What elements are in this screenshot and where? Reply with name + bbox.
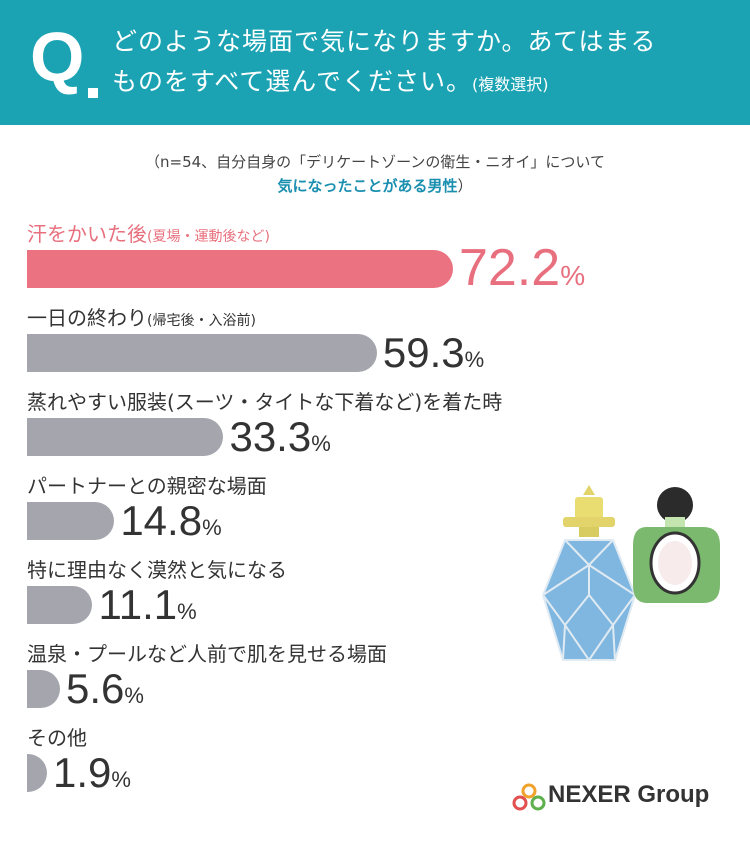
question-line-1: どのような場面で気になりますか。あてはまる	[112, 27, 657, 56]
category-name: 汗をかいた後	[27, 222, 147, 246]
value-number: 14.8	[120, 497, 203, 544]
value-label: 59.3%	[383, 332, 484, 374]
value-unit: %	[311, 431, 331, 456]
nexer-logo-icon	[512, 783, 546, 811]
bar	[27, 334, 377, 372]
value-number: 33.3	[229, 413, 312, 460]
category-label: 特に理由なく漠然と気になる	[27, 554, 287, 583]
bar	[27, 250, 453, 288]
value-label: 14.8%	[120, 500, 221, 542]
value-number: 5.6	[66, 665, 125, 712]
sample-note-line-1: （n=54、自分自身の「デリケートゾーンの衛生・ニオイ」について	[145, 153, 605, 171]
question-line-2: ものをすべて選んでください。(複数選択)	[112, 62, 737, 105]
category-name: 蒸れやすい服装(スーツ・タイトな下着など)を着た時	[27, 390, 503, 414]
category-name: 温泉・プールなど人前で肌を見せる場面	[27, 642, 387, 666]
category-name: その他	[27, 726, 87, 750]
question-header: Q どのような場面で気になりますか。あてはまる ものをすべて選んでください。(複…	[0, 0, 750, 125]
value-number: 72.2	[458, 239, 561, 297]
category-label: その他	[27, 722, 87, 751]
value-number: 11.1	[98, 581, 178, 628]
value-unit: %	[177, 599, 197, 624]
value-unit: %	[124, 683, 144, 708]
category-name: 一日の終わり	[27, 306, 147, 330]
value-number: 1.9	[53, 749, 112, 796]
category-name: パートナーとの親密な場面	[27, 474, 267, 498]
category-label: 一日の終わり(帰宅後・入浴前)	[27, 302, 256, 331]
category-name: 特に理由なく漠然と気になる	[27, 558, 287, 582]
question-text: どのような場面で気になりますか。あてはまる ものをすべて選んでください。(複数選…	[112, 22, 737, 105]
q-dot	[88, 88, 98, 98]
sample-note-line-2: 気になったことがある男性）	[0, 174, 750, 198]
bar	[27, 586, 93, 624]
bar	[27, 502, 115, 540]
value-label: 1.9%	[53, 752, 131, 794]
question-line-2-main: ものをすべて選んでください。	[112, 67, 473, 96]
value-unit: %	[560, 260, 586, 291]
bar	[27, 670, 61, 708]
sample-note-end: ）	[457, 177, 473, 195]
perfume-illustration	[541, 485, 720, 662]
q-mark: Q	[30, 18, 85, 96]
value-label: 72.2%	[459, 242, 585, 294]
value-unit: %	[111, 767, 131, 792]
bar	[27, 418, 224, 456]
question-suffix: (複数選択)	[472, 75, 549, 94]
value-label: 11.1%	[98, 584, 196, 626]
category-label: 温泉・プールなど人前で肌を見せる場面	[27, 638, 387, 667]
value-label: 5.6%	[66, 668, 144, 710]
category-note: (帰宅後・入浴前)	[147, 313, 256, 329]
value-unit: %	[464, 347, 485, 372]
bar	[27, 754, 47, 792]
value-unit: %	[202, 515, 222, 540]
category-note: (夏場・運動後など)	[147, 229, 270, 245]
sample-note-highlight: 気になったことがある男性	[277, 177, 458, 195]
blue-bottle-icon	[541, 485, 637, 662]
nexer-logo-text: NEXER Group	[548, 781, 710, 808]
category-label: 汗をかいた後(夏場・運動後など)	[27, 218, 270, 247]
category-label: 蒸れやすい服装(スーツ・タイトな下着など)を着た時	[27, 386, 502, 415]
green-bottle-icon	[633, 487, 720, 603]
value-number: 59.3	[382, 329, 465, 376]
value-label: 33.3%	[229, 416, 330, 458]
category-label: パートナーとの親密な場面	[27, 470, 267, 499]
sample-note: （n=54、自分自身の「デリケートゾーンの衛生・ニオイ」について 気になったこと…	[0, 150, 750, 198]
